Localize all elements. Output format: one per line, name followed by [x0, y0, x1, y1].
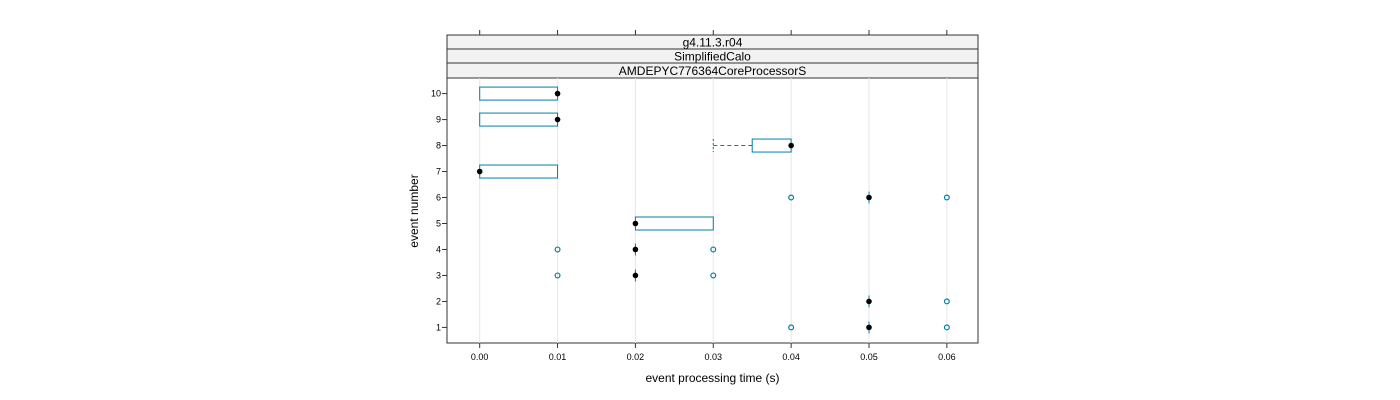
box [479, 164, 559, 179]
y-tick-label: 1 [436, 322, 441, 332]
outlier-point [710, 272, 717, 279]
box-marks [476, 86, 950, 334]
event-2-group [866, 295, 950, 308]
strip-2-label: SimplifiedCalo [674, 50, 751, 64]
outlier-point [943, 194, 950, 201]
y-tick-label: 7 [436, 167, 441, 177]
x-tick-label: 0.01 [549, 352, 567, 362]
strip-1-label: g4.11.3.r04 [683, 36, 743, 50]
median-dot [632, 220, 639, 227]
median-dot [476, 168, 483, 175]
box [634, 216, 714, 231]
box [751, 138, 792, 153]
outlier-point [710, 246, 717, 253]
event-3-group [554, 269, 717, 282]
y-tick-label: 3 [436, 270, 441, 280]
median-dot [554, 90, 561, 97]
outlier-point [943, 298, 950, 305]
event-4-group [554, 243, 717, 256]
median-dot [554, 116, 561, 123]
y-tick-label: 9 [436, 115, 441, 125]
box [479, 86, 559, 101]
median-dot [866, 194, 872, 201]
outlier-point [788, 194, 795, 201]
event-10-group [479, 86, 561, 101]
y-tick-label: 2 [436, 296, 441, 306]
box [479, 112, 559, 127]
strip-3-label: AMDEPYC776364CoreProcessorS [619, 64, 806, 78]
median-dot [632, 246, 639, 253]
y-tick-label: 6 [436, 193, 441, 203]
event-6-group [788, 191, 950, 204]
event-7-group [476, 164, 559, 179]
x-axis-title: event processing time (s) [645, 371, 779, 385]
x-tick-label: 0.00 [471, 352, 489, 362]
median-dot [866, 324, 872, 331]
x-tick-label: 0.04 [782, 352, 800, 362]
median-dot [632, 272, 639, 279]
event-8-group [712, 138, 794, 153]
y-tick-label: 8 [436, 141, 441, 151]
x-tick-label: 0.06 [938, 352, 956, 362]
y-axis-title: event number [407, 174, 421, 247]
y-tick-label: 4 [436, 244, 441, 254]
x-tick-label: 0.03 [705, 352, 723, 362]
event-1-group [788, 321, 950, 334]
y-tick-label: 10 [431, 89, 441, 99]
outlier-point [788, 324, 795, 331]
median-dot [788, 142, 794, 149]
grid-lines [479, 78, 948, 343]
x-tick-label: 0.05 [860, 352, 878, 362]
strip-headers: g4.11.3.r04 SimplifiedCalo AMDEPYC776364… [446, 34, 979, 79]
event-5-group [632, 216, 714, 231]
y-tick-label: 5 [436, 218, 441, 228]
plot-panel [446, 77, 979, 344]
outlier-point [554, 246, 561, 253]
outlier-point [943, 324, 950, 331]
event-9-group [479, 112, 561, 127]
axes: 0.00 0.01 0.02 0.03 0.04 0.05 0.06 1 2 3 4 5 6 7 8 9 10 [431, 30, 956, 362]
outlier-point [554, 272, 561, 279]
x-tick-label: 0.02 [627, 352, 645, 362]
median-dot [866, 298, 872, 305]
